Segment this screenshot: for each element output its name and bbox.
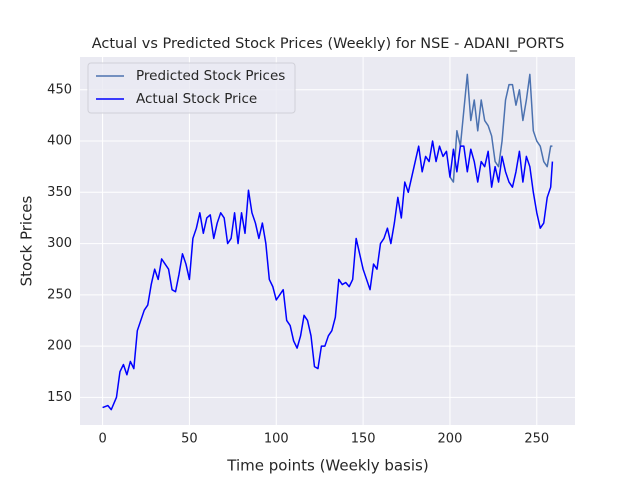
x-axis-label: Time points (Weekly basis) [226,457,428,475]
series-line [102,140,554,411]
x-tick-label: 0 [98,432,106,447]
chart-title: Actual vs Predicted Stock Prices (Weekly… [92,36,565,52]
y-tick-label: 150 [47,390,72,405]
x-tick-label: 250 [524,432,549,447]
x-tick-label: 100 [264,432,289,447]
y-tick-label: 450 [47,82,72,97]
x-tick-label: 150 [351,432,376,447]
x-tick-label: 50 [181,432,198,447]
y-tick-label: 200 [47,339,72,354]
y-tick-label: 250 [47,287,72,302]
series-line [449,73,553,183]
legend-box [87,62,296,114]
x-tick-label: 200 [438,432,463,447]
y-tick-label: 400 [47,134,72,149]
y-tick-label: 300 [47,236,72,251]
legend-label: Predicted Stock Prices [136,68,285,84]
plot-area [80,57,575,425]
y-tick-label: 350 [47,185,72,200]
legend-label: Actual Stock Price [136,91,257,107]
y-axis-label: Stock Prices [18,195,36,286]
